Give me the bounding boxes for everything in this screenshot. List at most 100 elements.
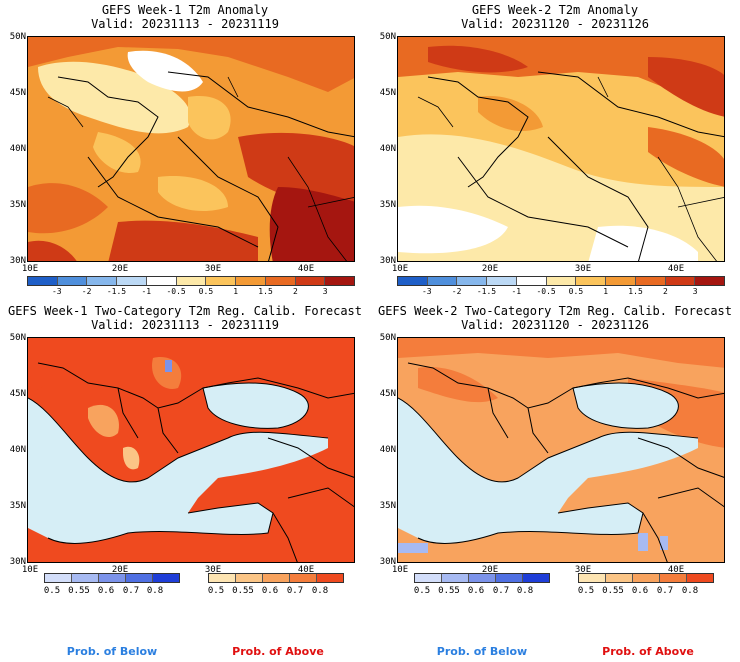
legend-prob-above: Prob. of Above	[602, 645, 694, 658]
colorbar-swatch	[28, 277, 58, 285]
colorbar-label: -0.5	[536, 287, 556, 296]
lat-label: 45N	[9, 88, 26, 98]
colorbar-swatch	[146, 277, 177, 285]
colorbar-swatch	[660, 574, 687, 582]
prob-label: 0.6	[467, 586, 485, 596]
lat-label: 45N	[9, 389, 26, 399]
prob-above-colorbar	[578, 573, 714, 583]
colorbar-swatch	[457, 277, 488, 285]
panel-week1-probability: GEFS Week-1 Two-Category T2m Reg. Calib.…	[0, 300, 370, 600]
colorbar-swatch	[523, 574, 549, 582]
colorbar-swatch	[295, 277, 326, 285]
colorbar-swatch	[45, 574, 72, 582]
legend-prob-below: Prob. of Below	[66, 645, 158, 658]
probability-map	[27, 337, 355, 563]
lon-label: 10E	[391, 264, 409, 274]
colorbar-swatch	[415, 574, 442, 582]
colorbar-swatch	[546, 277, 577, 285]
colorbar-swatch	[290, 574, 317, 582]
colorbar-label: 1.5	[628, 287, 643, 296]
panel-week1-anomaly: GEFS Week-1 T2m Anomaly Valid: 20231113 …	[0, 0, 370, 300]
colorbar-swatch	[633, 574, 660, 582]
colorbar-label: -1.5	[476, 287, 497, 296]
prob-label: 0.8	[516, 586, 534, 596]
lon-label: 10E	[391, 565, 409, 575]
colorbar-label: 3	[322, 287, 328, 296]
legend-prob-above: Prob. of Above	[232, 645, 324, 658]
colorbar-swatch	[206, 277, 237, 285]
colorbar-swatch	[153, 574, 179, 582]
colorbar-swatch	[398, 277, 428, 285]
prob-label: 0.55	[68, 586, 90, 596]
lat-label: 35N	[379, 200, 396, 210]
prob-label: 0.7	[286, 586, 304, 596]
colorbar-swatch	[236, 277, 266, 285]
colorbar-label: -3	[421, 287, 432, 296]
lon-label: 10E	[21, 264, 39, 274]
colorbar-swatch	[469, 574, 496, 582]
colorbar-label: 3	[692, 287, 698, 296]
colorbar-swatch	[487, 277, 517, 285]
lat-label: 40N	[379, 144, 396, 154]
lat-label: 40N	[9, 144, 26, 154]
colorbar-label: -1	[511, 287, 522, 296]
lat-label: 50N	[379, 333, 396, 343]
lon-label: 20E	[481, 565, 499, 575]
colorbar-swatch	[325, 277, 355, 285]
panel-title: GEFS Week-1 T2m Anomaly	[101, 3, 269, 17]
panel-title: GEFS Week-1 Two-Category T2m Reg. Calib.…	[7, 304, 362, 318]
anomaly-map	[27, 36, 355, 262]
lon-label: 40E	[667, 565, 685, 575]
colorbar-swatch	[265, 277, 296, 285]
lat-label: 45N	[379, 389, 396, 399]
colorbar-label: 0.5	[568, 287, 584, 296]
colorbar-swatch	[117, 277, 147, 285]
colorbar-label: 1	[603, 287, 609, 296]
prob-below-colorbar	[414, 573, 550, 583]
colorbar-swatch	[695, 277, 725, 285]
prob-below-colorbar	[44, 573, 180, 583]
colorbar-label: 1	[233, 287, 239, 296]
legend-prob-below: Prob. of Below	[436, 645, 528, 658]
colorbar-label: -3	[51, 287, 62, 296]
panel-subtitle: Valid: 20231120 - 20231126	[461, 318, 649, 332]
prob-label: 0.6	[261, 586, 279, 596]
colorbar-swatch	[579, 574, 606, 582]
colorbar-swatch	[606, 574, 633, 582]
probability-map	[397, 337, 725, 563]
lat-label: 30N	[9, 256, 26, 266]
prob-label: 0.6	[631, 586, 649, 596]
lat-label: 50N	[9, 32, 26, 42]
lat-label: 30N	[379, 557, 396, 567]
anomaly-colorbar	[397, 276, 725, 286]
colorbar-label: -1.5	[106, 287, 127, 296]
prob-label: 0.55	[232, 586, 254, 596]
colorbar-swatch	[442, 574, 469, 582]
lat-label: 40N	[9, 445, 26, 455]
panel-week2-probability: GEFS Week-2 Two-Category T2m Reg. Calib.…	[370, 300, 740, 600]
lon-label: 40E	[667, 264, 685, 274]
lon-label: 40E	[297, 264, 315, 274]
lat-label: 45N	[379, 88, 396, 98]
prob-label: 0.6	[97, 586, 115, 596]
prob-label: 0.8	[146, 586, 164, 596]
prob-label: 0.5	[413, 586, 431, 596]
lon-label: 30E	[204, 565, 222, 575]
lon-label: 40E	[297, 565, 315, 575]
lat-label: 30N	[9, 557, 26, 567]
prob-above-colorbar	[208, 573, 344, 583]
colorbar-swatch	[126, 574, 153, 582]
colorbar-label: 2	[662, 287, 668, 296]
prob-label: 0.7	[122, 586, 140, 596]
colorbar-swatch	[317, 574, 343, 582]
colorbar-swatch	[576, 277, 607, 285]
anomaly-colorbar	[27, 276, 355, 286]
lat-label: 35N	[9, 501, 26, 511]
colorbar-swatch	[236, 574, 263, 582]
colorbar-labels: -3 -2 -1.5 -1 -0.5 0.5 1 1.5 2 3	[27, 287, 355, 297]
colorbar-label: 1.5	[258, 287, 273, 296]
lon-label: 30E	[204, 264, 222, 274]
colorbar-label: -2	[81, 287, 92, 296]
lat-label: 30N	[379, 256, 396, 266]
panel-week2-anomaly: GEFS Week-2 T2m Anomaly Valid: 20231120 …	[370, 0, 740, 300]
